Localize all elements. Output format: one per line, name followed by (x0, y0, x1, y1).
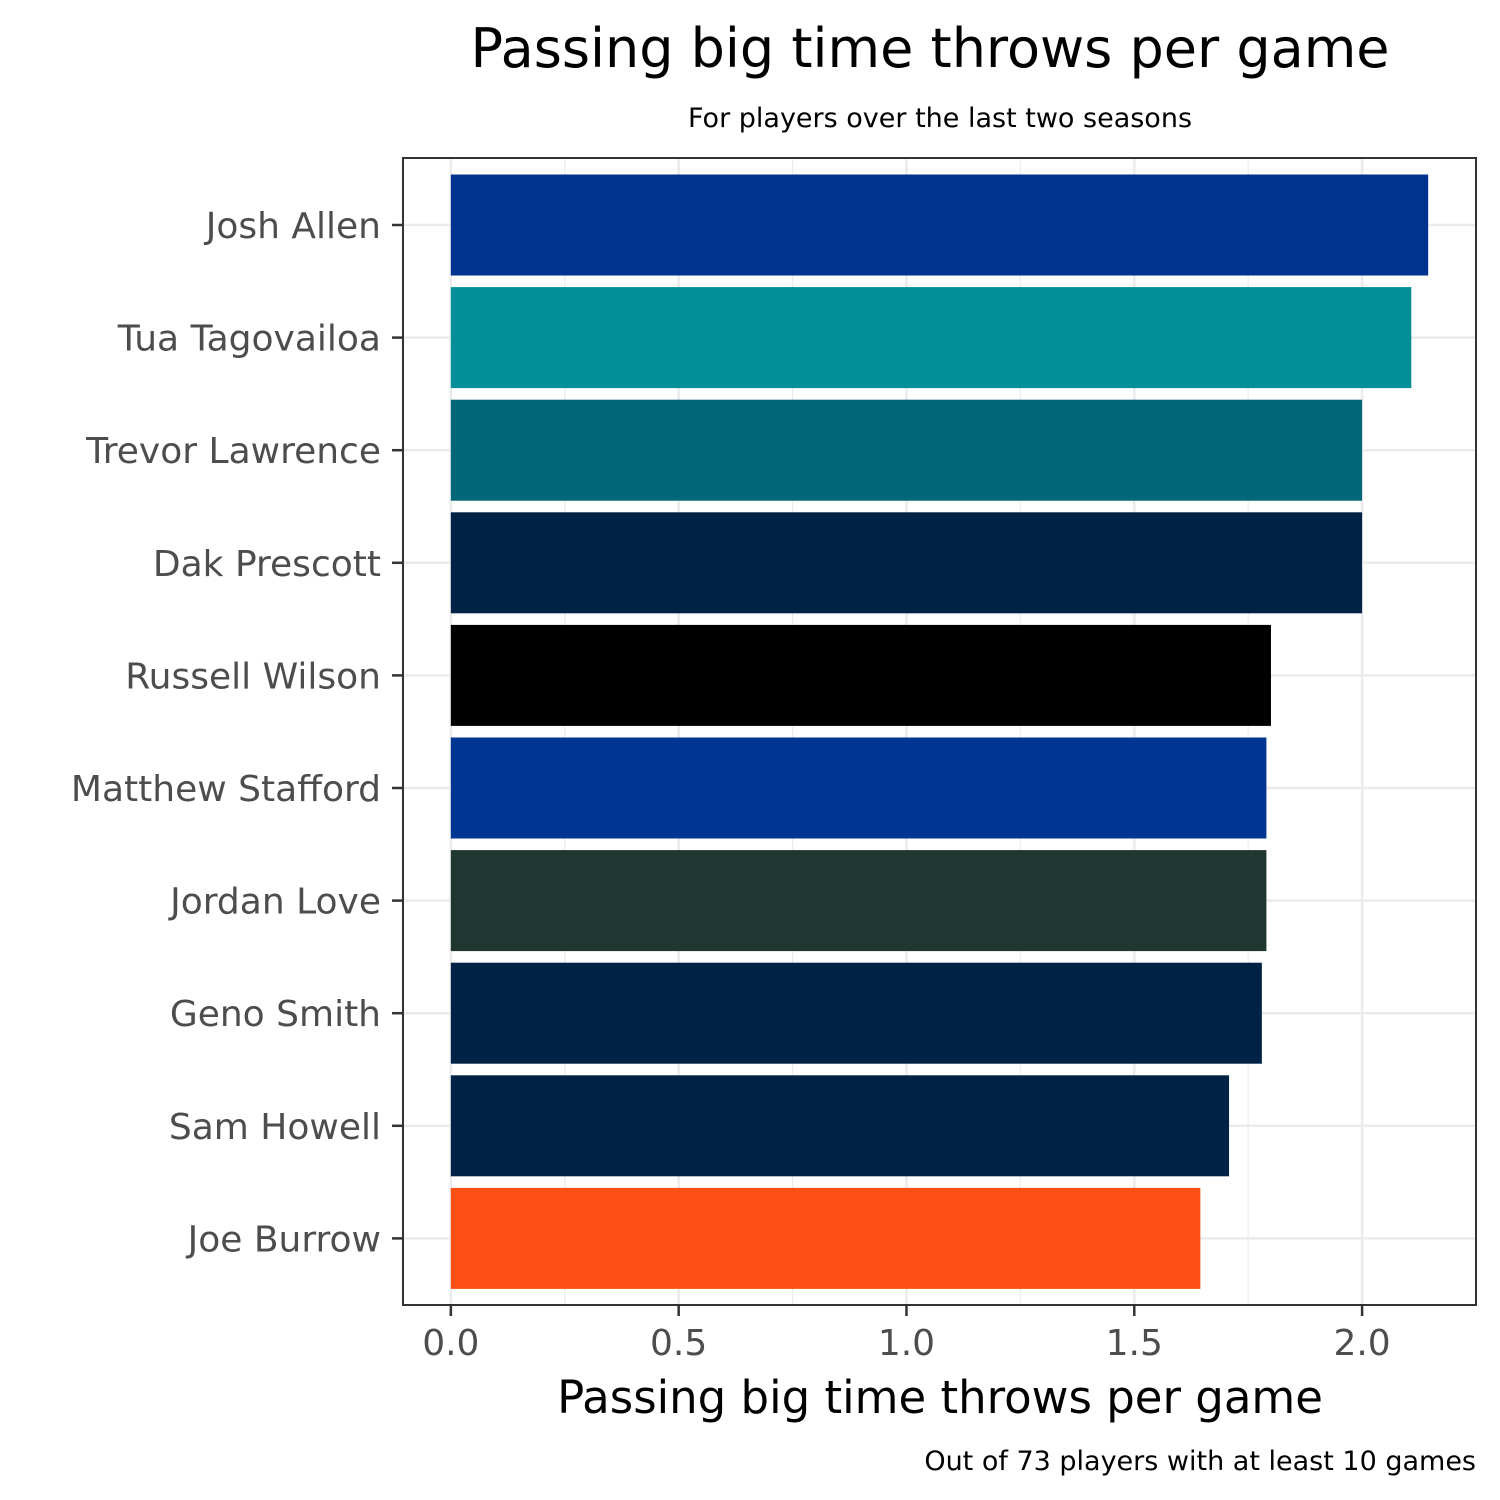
chart-caption: Out of 73 players with at least 10 games (924, 1446, 1476, 1477)
bar (450, 962, 1262, 1064)
y-tick-label: Tua Tagovailoa (117, 319, 381, 360)
bar (450, 737, 1267, 839)
bars-layer (450, 174, 1429, 1289)
bar (450, 850, 1267, 952)
y-tick-label: Jordan Love (168, 882, 381, 923)
y-tick-label: Russell Wilson (125, 656, 381, 697)
x-tick-label: 2.0 (1333, 1323, 1390, 1364)
x-axis: 0.0 0.5 1.0 1.5 2.0 (422, 1305, 1391, 1364)
x-axis-title: Passing big time throws per game (557, 1371, 1323, 1424)
y-axis: Josh Allen Tua Tagovailoa Trevor Lawrence D… (71, 206, 403, 1260)
bar (450, 174, 1429, 276)
x-tick-label: 1.0 (878, 1323, 935, 1364)
y-tick-label: Josh Allen (204, 206, 381, 247)
y-tick-label: Matthew Stafford (71, 769, 381, 810)
y-tick-label: Sam Howell (169, 1107, 381, 1148)
y-tick-label: Joe Burrow (186, 1219, 381, 1260)
x-tick-label: 0.5 (650, 1323, 707, 1364)
x-tick-label: 0.0 (422, 1323, 479, 1364)
x-tick-label: 1.5 (1106, 1323, 1163, 1364)
bar (450, 1187, 1201, 1289)
bar (450, 1075, 1230, 1177)
y-tick-label: Trevor Lawrence (85, 431, 381, 472)
y-tick-label: Dak Prescott (153, 544, 381, 585)
bar (450, 512, 1363, 614)
bar (450, 287, 1412, 389)
chart-subtitle: For players over the last two seasons (688, 103, 1192, 134)
bar (450, 624, 1271, 726)
bar (450, 399, 1363, 501)
plot-panel-border (402, 157, 1477, 1306)
chart-title: Passing big time throws per game (470, 17, 1389, 80)
y-tick-label: Geno Smith (170, 994, 381, 1035)
